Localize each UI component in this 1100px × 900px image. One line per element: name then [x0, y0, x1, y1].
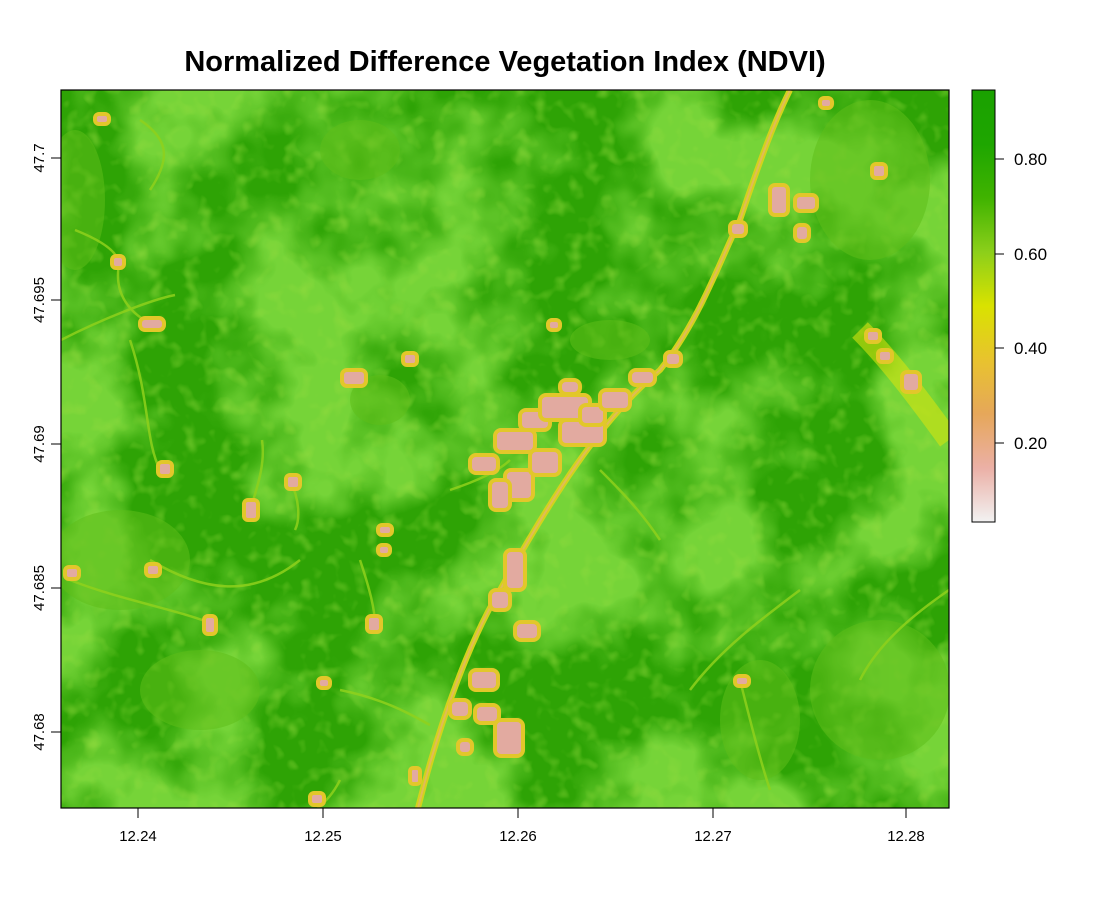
legend-tick-label: 0.40 — [1014, 339, 1047, 358]
main-road-center — [417, 90, 791, 808]
y-tick-label: 47.68 — [31, 713, 48, 751]
legend-tick-label: 0.60 — [1014, 245, 1047, 264]
y-tick-label: 47.69 — [31, 425, 48, 463]
legend-tick-label: 0.20 — [1014, 434, 1047, 453]
legend: 0.80 0.60 0.40 0.20 — [971, 89, 1047, 523]
plot-frame — [60, 89, 950, 809]
x-tick-label: 12.26 — [499, 828, 537, 845]
x-axis: 12.24 12.25 12.26 12.27 12.28 — [119, 808, 925, 845]
y-tick-label: 47.685 — [31, 565, 48, 611]
legend-color-bar — [971, 89, 996, 523]
y-axis: 47.7 47.695 47.69 47.685 47.68 — [31, 143, 61, 751]
x-tick-label: 12.27 — [694, 828, 732, 845]
x-tick-label: 12.24 — [119, 828, 157, 845]
x-tick-label: 12.28 — [887, 828, 925, 845]
legend-tick-label: 0.80 — [1014, 150, 1047, 169]
y-tick-label: 47.695 — [31, 277, 48, 323]
map-title: Normalized Difference Vegetation Index (… — [184, 46, 826, 78]
y-tick-label: 47.7 — [31, 143, 48, 172]
x-tick-label: 12.25 — [304, 828, 342, 845]
light-vegetation-patches — [61, 100, 949, 780]
built-up-areas — [63, 96, 922, 807]
ndvi-raster — [61, 90, 949, 808]
